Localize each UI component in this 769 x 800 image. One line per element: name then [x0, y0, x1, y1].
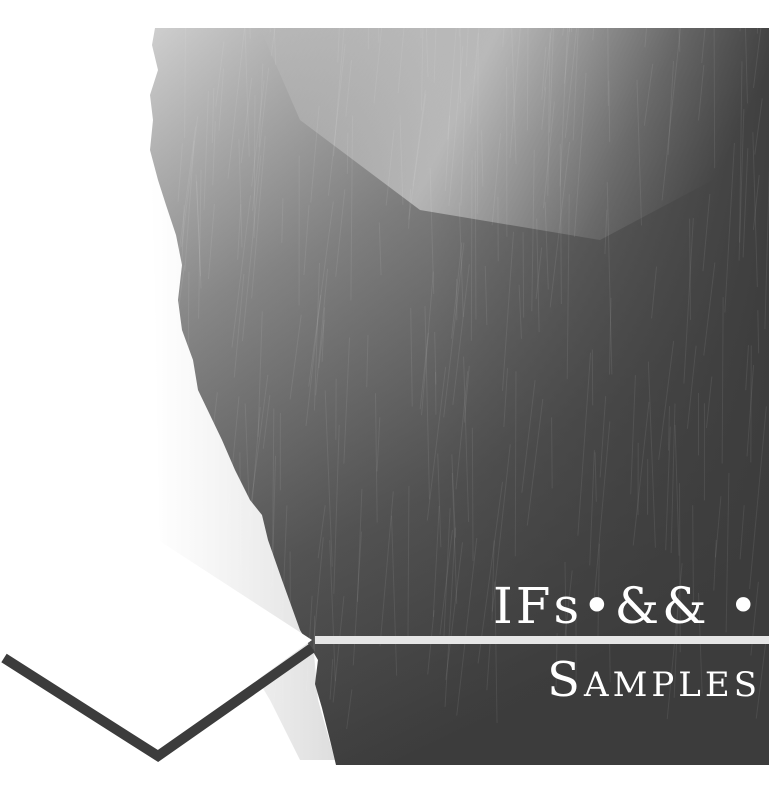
white-sheet: [0, 538, 312, 752]
textured-field: [150, 0, 769, 765]
chevron-mark: [1, 643, 315, 763]
title-line-2: Samples: [547, 652, 761, 708]
divider-line: [315, 636, 769, 644]
title-line-1: IFs•&& •: [493, 577, 761, 635]
